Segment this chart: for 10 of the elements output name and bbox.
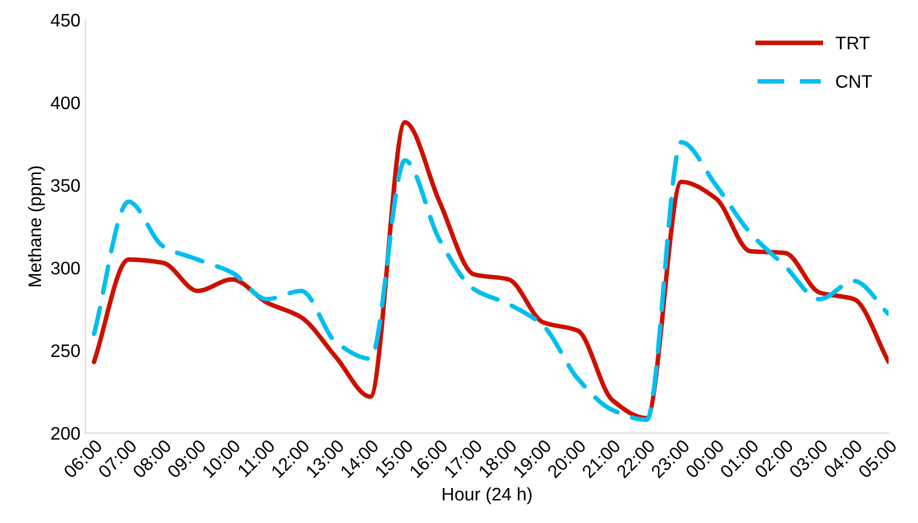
y-tick-label: 200 <box>51 426 80 440</box>
legend-label: TRT <box>836 36 870 50</box>
legend-label: CNT <box>836 75 872 88</box>
x-axis-title: Hour (24 h) <box>442 487 532 504</box>
y-tick-label: 250 <box>51 344 80 358</box>
y-tick-label: 450 <box>50 14 80 27</box>
y-axis-title: Methane (ppm) <box>28 166 45 286</box>
y-tick-label: 400 <box>50 96 80 110</box>
y-tick-label: 300 <box>51 262 80 274</box>
y-tick-label: 350 <box>51 179 80 192</box>
